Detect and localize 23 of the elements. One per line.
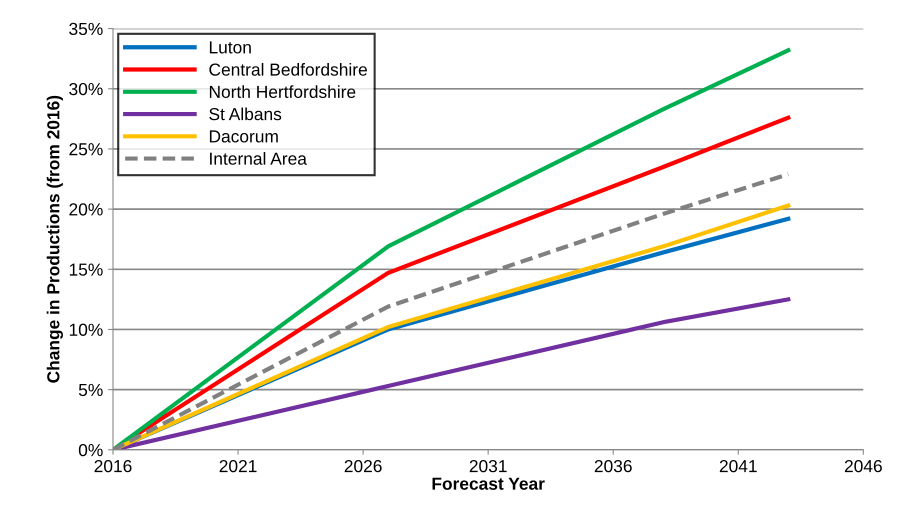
y-tick-label: 25%: [69, 143, 103, 156]
legend-label: Central Bedfordshire: [209, 63, 367, 76]
legend-label: Luton: [210, 41, 251, 54]
x-tick-label: 2046: [844, 460, 882, 472]
y-tick-label: 5%: [78, 384, 103, 396]
legend-label: St Albans: [209, 108, 282, 120]
y-tick-label: 10%: [70, 324, 103, 336]
x-axis-title: Forecast Year: [432, 478, 545, 490]
x-tick-label: 2031: [470, 460, 507, 472]
legend-label: North Hertfordshire: [210, 85, 356, 98]
y-tick-label: 35%: [69, 22, 103, 36]
x-tick-label: 2021: [220, 460, 257, 472]
x-tick-label: 2026: [344, 460, 382, 472]
x-tick-label: 2036: [594, 460, 632, 472]
y-axis-title: Change in Productions (from 2016): [46, 96, 63, 383]
x-tick-label: 2016: [94, 460, 132, 472]
y-tick-label: 30%: [69, 82, 103, 96]
y-tick-label: 20%: [69, 203, 103, 216]
y-tick-label: 0%: [78, 444, 103, 456]
legend-label: Dacorum: [210, 130, 278, 143]
y-tick-label: 15%: [70, 264, 103, 276]
x-tick-label: 2041: [720, 460, 757, 472]
legend-label: Internal Area: [210, 152, 307, 165]
